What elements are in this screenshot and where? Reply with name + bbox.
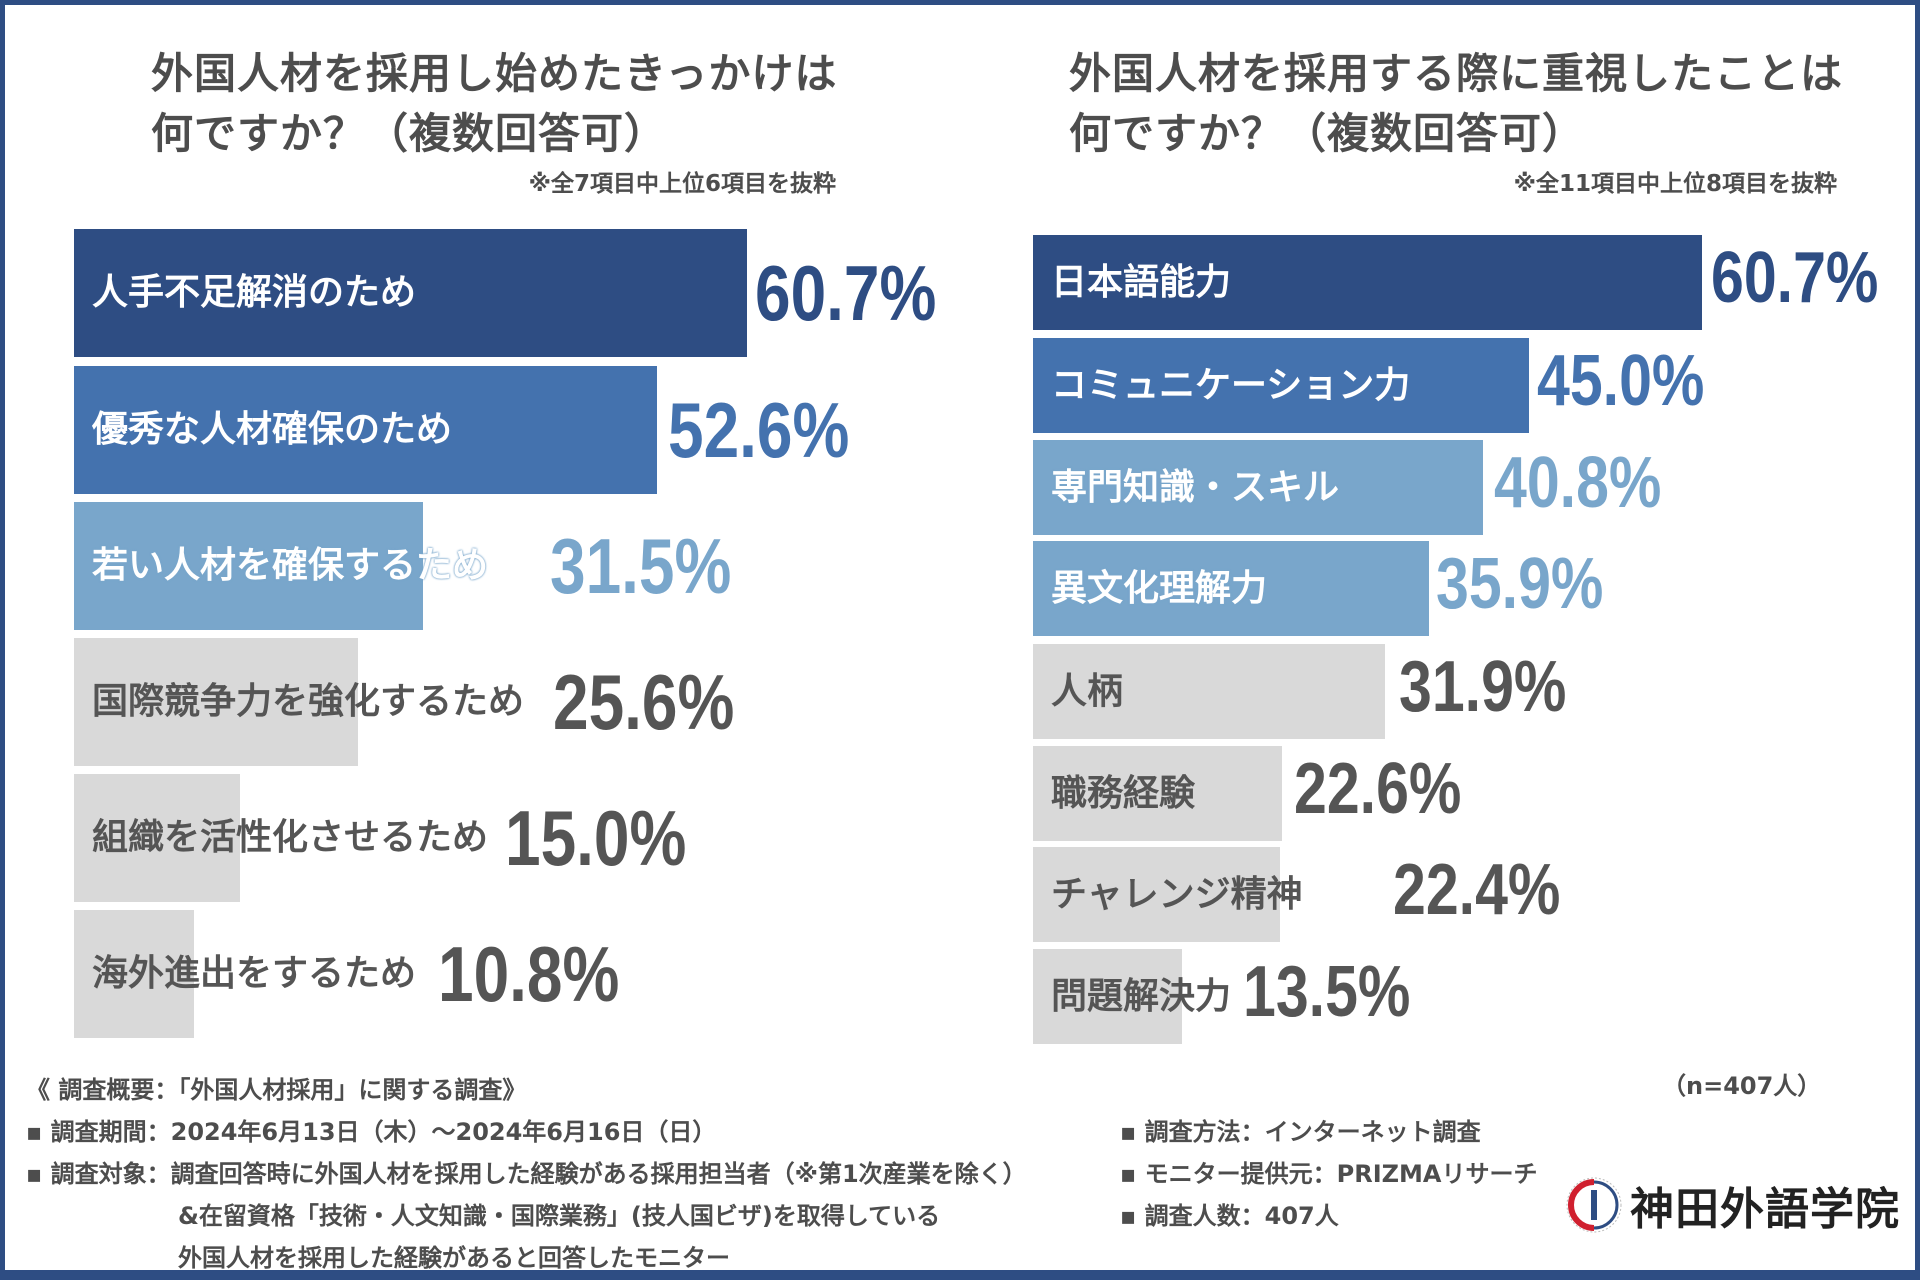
- value-label: 40.8%: [1494, 443, 1662, 523]
- value-label: 45.0%: [1537, 341, 1705, 421]
- right-chart-title: 外国人材を採用する際に重視したことは 何ですか？（複数回答可）: [1069, 49, 1844, 158]
- sample-size: （n=407人）: [1662, 1072, 1822, 1100]
- value-label: 15.0%: [505, 794, 687, 882]
- survey-count: ▪ 調査人数：407人: [1120, 1202, 1339, 1230]
- bar: [1033, 847, 1280, 942]
- bar: [1033, 235, 1702, 330]
- survey-provider: ▪ モニター提供元：PRIZMAリサーチ: [1120, 1160, 1538, 1188]
- bar: [1033, 644, 1385, 739]
- value-label: 31.5%: [550, 522, 732, 610]
- value-label: 22.6%: [1294, 749, 1462, 829]
- bar-label: 国際競争力を強化するため: [92, 681, 525, 722]
- value-label: 25.6%: [553, 658, 735, 746]
- bar: [74, 366, 658, 494]
- value-label: 52.6%: [668, 386, 850, 474]
- bar-label: 組織を活性化させるため: [92, 817, 489, 858]
- bar: [74, 229, 748, 357]
- survey-period: ▪ 調査期間：2024年6月13日（木）～2024年6月16日（日）: [26, 1118, 717, 1146]
- bar-label: 優秀な人材確保のため: [92, 409, 453, 450]
- bar-label: 人柄: [1051, 671, 1124, 712]
- right-chart-note: ※全11項目中上位8項目を抜粋: [1513, 171, 1837, 197]
- bar-label: コミュニケーション力: [1051, 365, 1411, 406]
- logo-text: 神田外語学院: [1630, 1184, 1900, 1235]
- survey-method: ▪ 調査方法：インターネット調査: [1120, 1118, 1481, 1146]
- survey-target: ▪ 調査対象：調査回答時に外国人材を採用した経験がある採用担当者（※第1次産業を…: [26, 1160, 1027, 1188]
- value-label: 13.5%: [1243, 952, 1411, 1032]
- bar-label: 職務経験: [1051, 773, 1196, 814]
- survey-summary: 《 調査概要：「外国人材採用」に関する調査》: [26, 1076, 527, 1104]
- bar-label: 若い人材を確保するため: [92, 545, 489, 586]
- bar-label: 日本語能力: [1051, 262, 1232, 303]
- bar: [1033, 440, 1483, 535]
- left-chart-title: 外国人材を採用し始めたきっかけは 何ですか？（複数回答可）: [151, 49, 838, 158]
- bar: [74, 638, 358, 766]
- bar: [1033, 949, 1182, 1044]
- logo-emblem-icon: [1566, 1177, 1622, 1233]
- value-label: 10.8%: [438, 930, 620, 1018]
- logo: 神田外語学院: [1564, 1172, 1900, 1238]
- bar: [74, 774, 241, 902]
- survey-target-cont2: 外国人材を採用した経験があると回答したモニター: [178, 1244, 730, 1272]
- value-label: 60.7%: [1711, 238, 1879, 318]
- value-label: 60.7%: [755, 249, 937, 337]
- bar-label: チャレンジ精神: [1051, 874, 1303, 915]
- bar-label: 問題解決力: [1051, 976, 1232, 1017]
- value-label: 31.9%: [1399, 647, 1567, 727]
- bar-label: 海外進出をするため: [92, 953, 417, 994]
- bar-label: 異文化理解力: [1051, 568, 1268, 609]
- bar: [74, 910, 194, 1038]
- value-label: 22.4%: [1393, 850, 1561, 930]
- left-chart-note: ※全7項目中上位6項目を抜粋: [528, 171, 836, 197]
- bar: [1033, 746, 1283, 841]
- bar: [1033, 541, 1429, 636]
- survey-target-cont: &在留資格「技術・人文知識・国際業務」(技人国ビザ)を取得している: [178, 1202, 941, 1230]
- bar-label: 人手不足解消のため: [92, 272, 417, 313]
- bar: [1033, 338, 1529, 433]
- value-label: 35.9%: [1436, 544, 1604, 624]
- bar-label: 専門知識・スキル: [1051, 467, 1340, 508]
- bar: [74, 502, 424, 630]
